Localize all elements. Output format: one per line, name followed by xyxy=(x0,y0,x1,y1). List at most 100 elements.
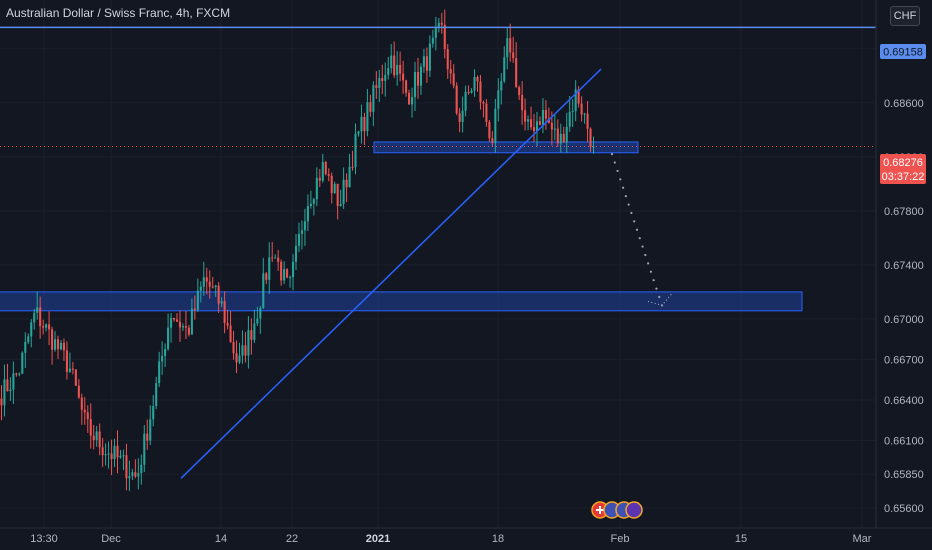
candle-body xyxy=(286,269,289,278)
candle xyxy=(354,123,357,175)
candle-body xyxy=(327,174,330,176)
candle xyxy=(178,310,182,342)
candle-body xyxy=(497,90,500,109)
candle xyxy=(348,153,351,188)
candle xyxy=(164,343,167,367)
candle-body xyxy=(405,80,408,93)
candle-body xyxy=(428,43,431,71)
candle-body xyxy=(146,433,149,441)
candle xyxy=(196,278,199,313)
candle-body xyxy=(535,121,539,131)
candle-body xyxy=(181,326,185,328)
candle xyxy=(140,454,143,485)
projection-dot xyxy=(638,237,641,240)
candle-body xyxy=(80,397,83,410)
candle-body xyxy=(345,179,348,188)
event-icon[interactable] xyxy=(625,501,643,519)
candle xyxy=(503,46,506,84)
candle-body xyxy=(494,108,497,144)
x-tick-label: Mar xyxy=(853,533,872,545)
candle-body xyxy=(434,28,437,38)
candle xyxy=(113,438,116,467)
candle xyxy=(259,305,262,334)
candle xyxy=(497,78,500,122)
projection-dot xyxy=(627,203,630,206)
candle-body xyxy=(42,326,45,328)
candle-body xyxy=(178,321,182,328)
candle xyxy=(321,153,324,183)
candle-body xyxy=(59,342,63,350)
candle-body xyxy=(229,325,232,343)
candle xyxy=(583,112,586,124)
candle xyxy=(574,80,577,122)
candle xyxy=(53,330,57,352)
projection-dot xyxy=(655,287,658,290)
ascending-trendline[interactable] xyxy=(180,68,602,479)
candle xyxy=(15,372,18,377)
economic-event-icons[interactable] xyxy=(591,501,643,519)
candle xyxy=(544,99,547,130)
candle-body xyxy=(592,146,595,148)
candle-body xyxy=(387,68,390,75)
candle xyxy=(482,100,485,118)
candle-body xyxy=(375,85,378,88)
projection-dot xyxy=(622,186,625,189)
candle-body xyxy=(56,339,60,350)
candle-body xyxy=(518,87,521,96)
candle-body xyxy=(482,102,485,104)
lower-demand-zone[interactable] xyxy=(0,291,803,312)
candle xyxy=(277,249,280,271)
candle xyxy=(74,369,77,386)
candle-body xyxy=(491,138,494,144)
candle xyxy=(434,16,437,51)
candle-body xyxy=(143,433,146,465)
candle-body xyxy=(122,455,125,457)
candle xyxy=(327,168,330,182)
candle-body xyxy=(51,329,54,350)
candle-body xyxy=(306,206,309,222)
candle xyxy=(369,94,372,117)
candle xyxy=(89,403,92,449)
candle-body xyxy=(280,261,283,281)
candle xyxy=(51,326,54,365)
candle xyxy=(363,112,366,146)
candle-body xyxy=(529,119,533,128)
candle-body xyxy=(583,113,586,115)
candle-body xyxy=(220,301,223,304)
time-axis[interactable]: 13:30 Dec 14 22 2021 18 Feb 15 Mar xyxy=(0,527,932,545)
candle xyxy=(65,341,68,380)
candle-body xyxy=(241,345,244,356)
candle-body xyxy=(6,379,9,392)
candle-body xyxy=(333,183,336,194)
candle xyxy=(431,29,434,48)
candle-body xyxy=(250,330,253,340)
currency-button[interactable]: CHF xyxy=(890,6,920,26)
candle xyxy=(184,310,187,340)
candle xyxy=(83,397,86,425)
candle-body xyxy=(274,257,277,259)
candle xyxy=(167,313,170,351)
candle-body xyxy=(312,199,315,204)
projection-dot xyxy=(619,178,622,181)
projection-dot xyxy=(630,211,633,215)
candle-body xyxy=(170,317,173,328)
candle xyxy=(366,88,369,137)
candle-body xyxy=(416,71,420,86)
candle-body xyxy=(357,131,360,134)
candle-body xyxy=(113,445,116,460)
candle xyxy=(0,385,3,421)
candle xyxy=(229,310,232,343)
candle xyxy=(449,59,452,84)
candle-body xyxy=(410,97,414,105)
candle xyxy=(455,82,458,116)
candle-body xyxy=(277,257,280,262)
candle-body xyxy=(21,352,24,374)
analysis-drawings[interactable] xyxy=(180,68,673,479)
projection-arrowhead xyxy=(647,293,673,307)
candle-body xyxy=(372,85,375,112)
upper-support-zone[interactable] xyxy=(373,141,639,154)
candle xyxy=(562,126,565,143)
projection-dot xyxy=(610,153,614,156)
candle xyxy=(306,194,309,232)
